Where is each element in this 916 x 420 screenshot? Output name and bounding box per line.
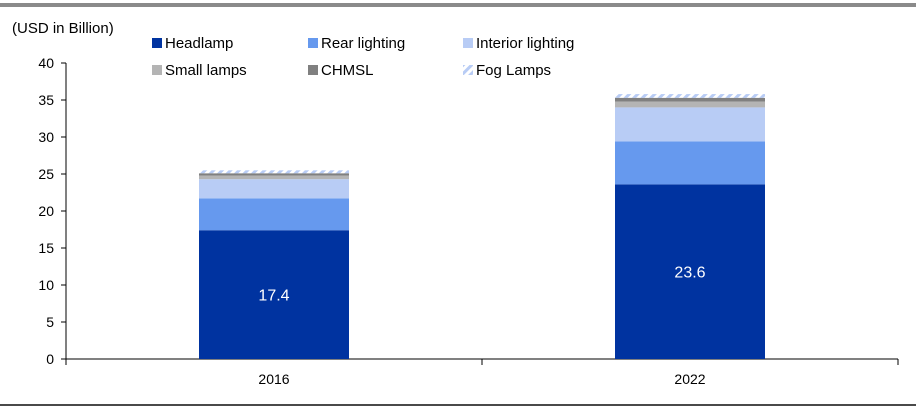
legend-label-headlamp: Headlamp (165, 35, 233, 52)
legend: Headlamp Rear lighting Interior lighting Sm… (152, 35, 574, 79)
bar-interior-lighting-2022 (615, 107, 765, 142)
y-tick-label-15: 15 (38, 240, 54, 256)
legend-swatch-fog-lamps (463, 65, 473, 75)
y-tick-label-5: 5 (46, 314, 54, 330)
legend-label-small-lamps: Small lamps (165, 62, 247, 79)
y-tick-label-25: 25 (38, 166, 54, 182)
bar-headlamp-2016 (199, 230, 349, 359)
x-tick-label-2022: 2022 (674, 371, 705, 387)
bar-rear-lighting-2016 (199, 198, 349, 231)
x-tick-label-2016: 2016 (258, 371, 289, 387)
bar-small-lamps-2022 (615, 101, 765, 108)
legend-swatch-headlamp (152, 38, 162, 48)
bar-fog-lamps-2022 (615, 94, 765, 98)
bar-interior-lighting-2016 (199, 179, 349, 199)
legend-label-chmsl: CHMSL (321, 62, 374, 79)
bottom-rule (0, 404, 916, 406)
legend-swatch-interior-lighting (463, 38, 473, 48)
bar-headlamp-2022 (615, 184, 765, 359)
legend-swatch-rear-lighting (308, 38, 318, 48)
bar-fog-lamps-2016 (199, 170, 349, 174)
bars: 17.4 23.6 (199, 94, 765, 359)
bar-chmsl-2016 (199, 173, 349, 176)
legend-swatch-small-lamps (152, 65, 162, 75)
legend-label-rear-lighting: Rear lighting (321, 35, 405, 52)
y-axis-label: (USD in Billion) (12, 20, 114, 37)
legend-swatch-chmsl (308, 65, 318, 75)
legend-label-fog-lamps: Fog Lamps (476, 62, 551, 79)
data-label-headlamp-2016: 17.4 (258, 288, 289, 305)
y-tick-label-10: 10 (38, 277, 54, 293)
data-label-headlamp-2022: 23.6 (674, 265, 705, 282)
y-tick-label-20: 20 (38, 203, 54, 219)
y-tick-label-0: 0 (46, 351, 54, 367)
bar-rear-lighting-2022 (615, 141, 765, 185)
bar-small-lamps-2016 (199, 175, 349, 180)
y-tick-label-35: 35 (38, 92, 54, 108)
top-rule (0, 3, 916, 7)
y-tick-label-30: 30 (38, 129, 54, 145)
axes: 0 5 10 15 20 25 30 35 40 2016 2022 (38, 55, 899, 387)
legend-label-interior-lighting: Interior lighting (476, 35, 574, 52)
bar-chmsl-2022 (615, 97, 765, 102)
y-tick-label-40: 40 (38, 55, 54, 71)
